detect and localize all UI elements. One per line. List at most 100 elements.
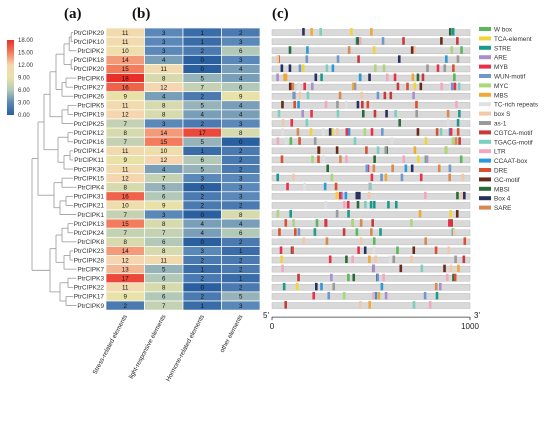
heatmap-cell-value: 14 xyxy=(122,57,129,64)
colorbar-tick-label: 18.00 xyxy=(18,38,34,44)
promoter-element-mark xyxy=(306,91,310,100)
promoter-element-mark xyxy=(374,255,378,264)
promoter-element-mark xyxy=(363,246,367,254)
promoter-element-mark xyxy=(384,291,388,300)
promoter-element-mark xyxy=(289,210,292,218)
heatmap-cell-value: 0 xyxy=(239,139,243,146)
promoter-element-mark xyxy=(346,200,350,209)
promoter-element-mark xyxy=(449,82,452,91)
promoter-element-mark xyxy=(326,164,330,173)
promoter-element-mark xyxy=(437,164,441,173)
heatmap-cell-value: 8 xyxy=(124,239,128,246)
promoter-element-mark xyxy=(288,82,292,91)
heatmap-cell-value: 5 xyxy=(201,166,205,173)
promoter-track xyxy=(271,193,471,200)
heatmap-cell-value: 8 xyxy=(162,221,166,228)
promoter-element-mark xyxy=(281,128,284,136)
promoter-element-mark xyxy=(448,164,452,173)
promoter-element-mark xyxy=(345,155,348,163)
promoter-element-mark xyxy=(334,182,338,191)
heatmap-cell-value: 13 xyxy=(122,266,129,273)
gene-label: PtrCIPK15 xyxy=(74,175,105,182)
gene-label: PtrCIPK31 xyxy=(74,194,105,201)
promoter-element-mark xyxy=(303,182,306,191)
heatmap-cell-value: 3 xyxy=(239,184,243,191)
promoter-element-mark xyxy=(351,219,355,227)
promoter-element-mark xyxy=(281,264,284,273)
promoter-element-mark xyxy=(462,255,466,264)
heatmap-cell-value: 7 xyxy=(162,230,166,237)
promoter-element-mark xyxy=(373,109,377,118)
promoter-element-mark xyxy=(380,282,384,291)
promoter-track xyxy=(271,284,471,291)
promoter-element-mark xyxy=(368,255,371,264)
heatmap-cell-value: 4 xyxy=(201,230,205,237)
promoter-element-mark xyxy=(325,237,329,245)
promoter-axis: 5' 3' 0 1000 xyxy=(263,311,480,331)
heatmap-cell-value: 3 xyxy=(162,39,166,46)
heatmap-cell-value: 7 xyxy=(124,230,128,237)
promoter-element-mark xyxy=(457,264,460,273)
promoter-element-mark xyxy=(358,37,362,45)
promoter-element-mark xyxy=(379,228,382,236)
promoter-element-mark xyxy=(458,109,461,118)
promoter-track xyxy=(271,47,471,54)
heatmap-cell-value: 0 xyxy=(201,57,205,64)
promoter-element-mark xyxy=(363,128,367,136)
promoter-element-mark xyxy=(397,55,401,63)
heatmap-cell-value: 2 xyxy=(201,275,205,282)
promoter-element-mark xyxy=(339,155,342,163)
promoter-element-mark xyxy=(369,182,372,191)
promoter-element-mark xyxy=(301,64,305,72)
promoter-element-mark xyxy=(351,255,354,264)
promoter-track xyxy=(271,220,471,227)
promoter-element-mark xyxy=(324,219,327,227)
promoter-element-mark xyxy=(384,146,388,154)
promoter-element-mark xyxy=(313,137,317,145)
promoter-element-mark xyxy=(369,200,373,209)
legend-swatch xyxy=(479,186,491,191)
panel-label-c: (c) xyxy=(272,6,289,22)
heatmap-cell-value: 3 xyxy=(162,30,166,37)
promoter-element-mark xyxy=(410,219,413,227)
heatmap-cell-value: 4 xyxy=(239,66,243,73)
heatmap-cell-value: 11 xyxy=(122,166,129,173)
promoter-element-mark xyxy=(421,73,425,82)
promoter-element-mark xyxy=(372,264,376,273)
promoter-element-mark xyxy=(279,246,283,254)
promoter-element-mark xyxy=(440,37,443,45)
promoter-element-mark xyxy=(324,200,328,209)
gene-label: PtrCIPK3 xyxy=(77,275,104,282)
heatmap-cell-value: 12 xyxy=(122,175,129,182)
promoter-element-mark xyxy=(387,200,390,209)
promoter-element-mark xyxy=(356,200,360,209)
promoter-element-mark xyxy=(450,82,454,91)
heatmap-cell-value: 8 xyxy=(162,285,166,292)
promoter-element-mark xyxy=(410,46,414,54)
legend-label: box S xyxy=(494,111,510,118)
promoter-element-mark xyxy=(328,255,332,264)
promoter-element-mark xyxy=(402,37,405,45)
promoter-element-mark xyxy=(347,46,351,54)
legend-label: STRE xyxy=(494,45,511,52)
promoter-track xyxy=(271,293,471,300)
promoter-element-mark xyxy=(368,73,371,82)
heatmap-cell-value: 5 xyxy=(162,266,166,273)
promoter-element-mark xyxy=(451,137,455,145)
promoter-element-mark xyxy=(370,28,373,36)
heatmap-cell-value: 2 xyxy=(239,148,243,155)
promoter-element-mark xyxy=(282,282,286,291)
promoter-element-mark xyxy=(322,128,325,136)
promoter-element-mark xyxy=(298,91,302,100)
promoter-element-mark xyxy=(392,255,396,264)
colorbar-tick-label: 6.00 xyxy=(18,88,30,94)
heatmap-cell-value: 8 xyxy=(239,130,243,137)
legend-swatch xyxy=(479,102,491,107)
promoter-element-mark xyxy=(350,28,353,36)
promoter-element-mark xyxy=(344,191,348,200)
promoter-element-mark xyxy=(359,219,363,227)
gene-label: PtrCIPK24 xyxy=(74,230,105,237)
promoter-element-mark xyxy=(277,109,281,118)
legend-label: W box xyxy=(494,27,513,34)
